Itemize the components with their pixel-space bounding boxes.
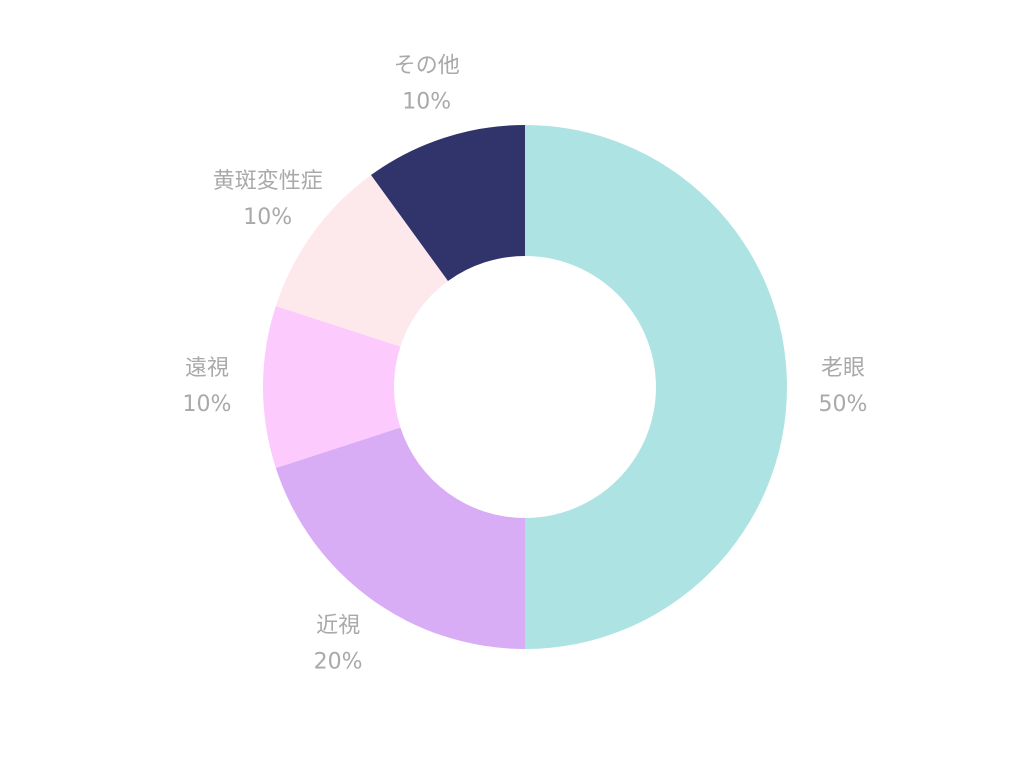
donut-segment — [275, 175, 449, 347]
segment-value-label: 10% — [243, 205, 292, 230]
segment-label: 黄斑変性症 — [213, 169, 323, 194]
segment-label: その他 — [394, 54, 460, 79]
segment-value-label: 10% — [402, 90, 451, 115]
segment-label: 遠視 — [185, 356, 229, 381]
segment-value-label: 50% — [819, 392, 868, 417]
segment-label: 老眼 — [821, 356, 865, 381]
donut-segment — [525, 125, 787, 649]
segment-value-label: 10% — [183, 392, 232, 417]
donut-segment — [371, 125, 525, 282]
segment-value-label: 20% — [314, 649, 363, 674]
segment-label: 近視 — [316, 613, 360, 638]
donut-segment — [263, 306, 401, 468]
donut-segment — [275, 427, 525, 649]
